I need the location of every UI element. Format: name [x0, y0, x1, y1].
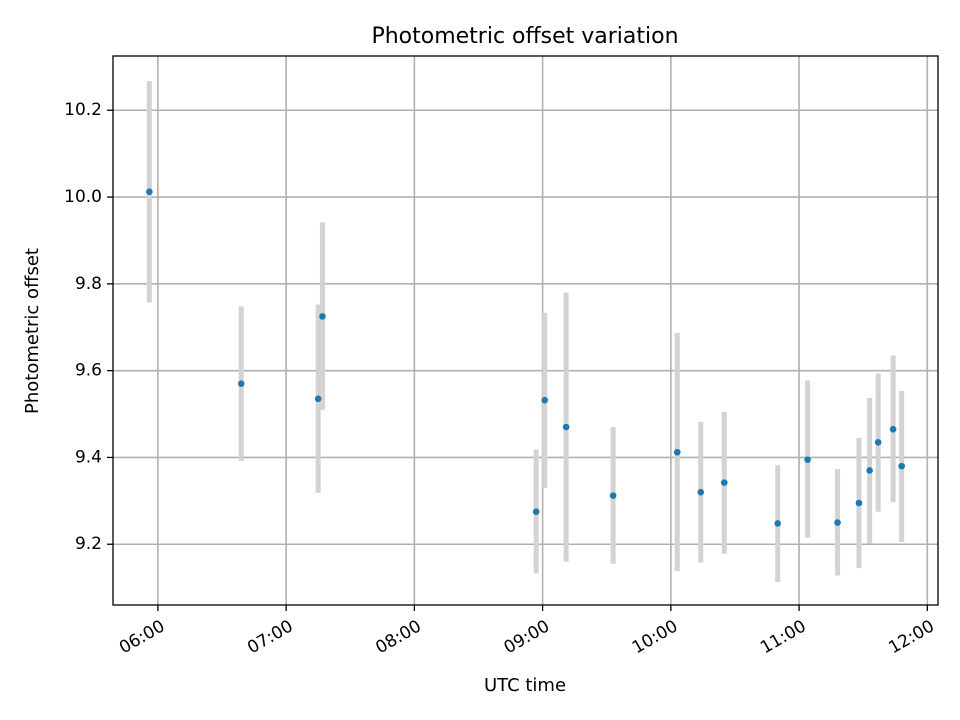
data-point — [874, 438, 882, 446]
data-point — [804, 456, 811, 463]
data-point — [866, 467, 873, 474]
x-axis-label: UTC time — [484, 675, 566, 696]
data-point — [898, 462, 905, 470]
plot-frame — [112, 55, 939, 606]
data-point — [609, 492, 617, 499]
y-tick-label: 10.2 — [64, 100, 102, 120]
grid-layer — [113, 56, 938, 605]
data-point — [673, 448, 681, 456]
data-point — [855, 499, 863, 507]
data-point — [532, 508, 540, 515]
y-tick-label: 9.2 — [75, 534, 102, 554]
data-point — [314, 395, 322, 403]
data-point — [146, 188, 153, 196]
data-point — [541, 396, 549, 404]
data-point — [720, 479, 728, 486]
point-layer — [146, 188, 905, 527]
data-point — [774, 520, 782, 527]
data-point — [237, 380, 245, 387]
y-tick-label: 10.0 — [64, 187, 102, 207]
y-tick-label: 9.8 — [75, 274, 102, 294]
data-point — [697, 488, 705, 496]
y-tick-label: 9.6 — [75, 361, 102, 381]
chart-title: Photometric offset variation — [371, 24, 678, 49]
data-point — [319, 313, 326, 320]
y-axis-label: Photometric offset — [22, 248, 43, 414]
data-point — [889, 425, 897, 433]
data-point — [834, 519, 841, 526]
y-tick-label: 9.4 — [75, 447, 102, 467]
data-point — [562, 423, 570, 431]
